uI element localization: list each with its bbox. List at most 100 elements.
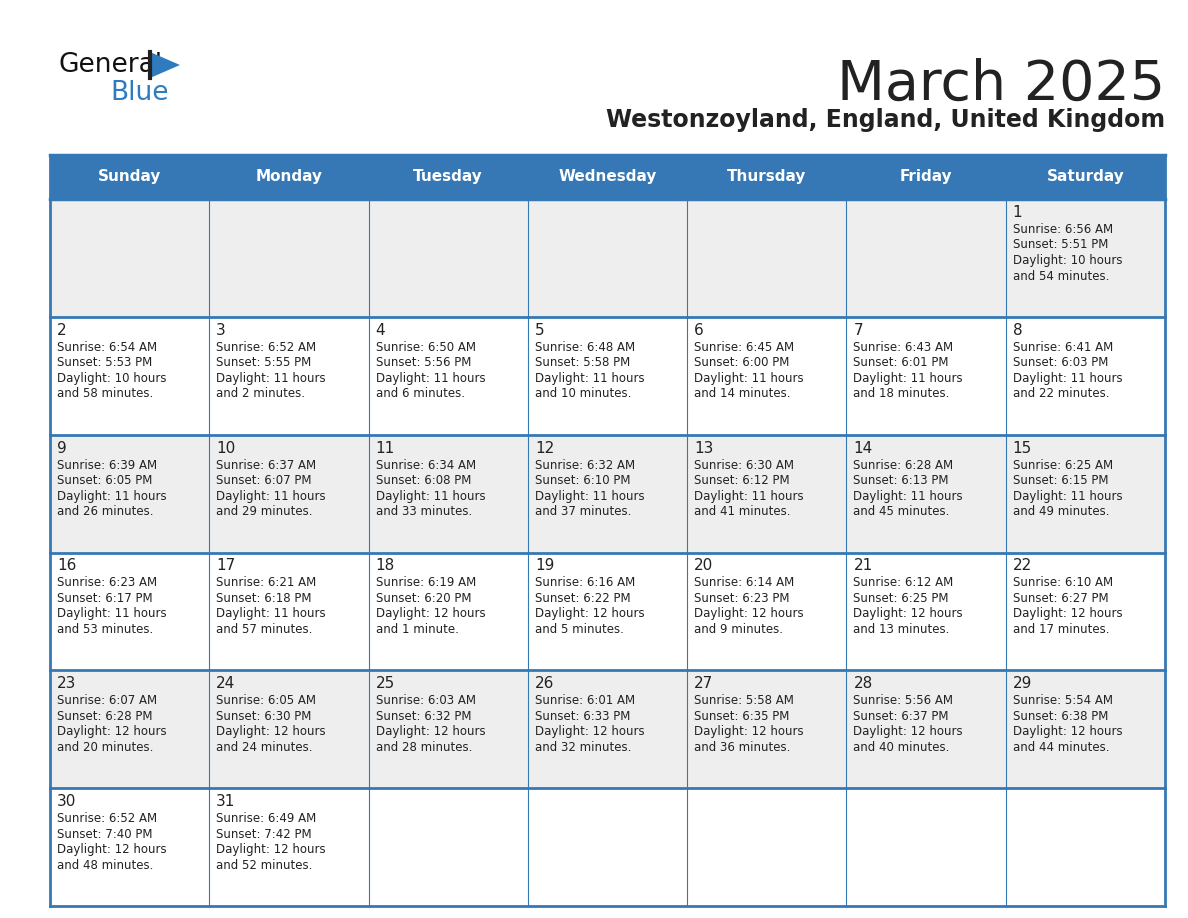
Text: Sunrise: 5:54 AM: Sunrise: 5:54 AM: [1012, 694, 1113, 708]
Text: Daylight: 11 hours: Daylight: 11 hours: [853, 489, 963, 503]
Text: and 41 minutes.: and 41 minutes.: [694, 505, 791, 518]
Bar: [368, 553, 527, 670]
Bar: [846, 317, 1006, 434]
Text: 21: 21: [853, 558, 873, 574]
Text: Westonzoyland, England, United Kingdom: Westonzoyland, England, United Kingdom: [606, 108, 1165, 132]
Bar: [846, 670, 1006, 789]
Text: and 52 minutes.: and 52 minutes.: [216, 858, 312, 872]
Text: Daylight: 11 hours: Daylight: 11 hours: [216, 608, 326, 621]
Text: Sunrise: 6:07 AM: Sunrise: 6:07 AM: [57, 694, 157, 708]
Bar: [527, 199, 687, 317]
Text: and 33 minutes.: and 33 minutes.: [375, 505, 472, 518]
Bar: [209, 553, 368, 670]
Bar: [846, 553, 1006, 670]
Text: Sunset: 5:58 PM: Sunset: 5:58 PM: [535, 356, 630, 369]
Text: Sunset: 6:07 PM: Sunset: 6:07 PM: [216, 475, 311, 487]
Text: Sunset: 5:51 PM: Sunset: 5:51 PM: [1012, 239, 1108, 252]
Text: Sunrise: 6:28 AM: Sunrise: 6:28 AM: [853, 459, 954, 472]
Text: Sunrise: 6:23 AM: Sunrise: 6:23 AM: [57, 577, 157, 589]
Text: Daylight: 11 hours: Daylight: 11 hours: [216, 489, 326, 503]
Text: Daylight: 11 hours: Daylight: 11 hours: [694, 489, 804, 503]
Text: 26: 26: [535, 677, 555, 691]
Text: and 40 minutes.: and 40 minutes.: [853, 741, 949, 754]
Text: Sunset: 6:33 PM: Sunset: 6:33 PM: [535, 710, 630, 722]
Bar: [846, 199, 1006, 317]
Bar: [50, 317, 209, 434]
Text: Thursday: Thursday: [727, 170, 807, 185]
Text: Daylight: 12 hours: Daylight: 12 hours: [535, 608, 644, 621]
Text: Sunset: 6:23 PM: Sunset: 6:23 PM: [694, 592, 790, 605]
Text: 19: 19: [535, 558, 555, 574]
Text: Sunrise: 6:25 AM: Sunrise: 6:25 AM: [1012, 459, 1113, 472]
Text: Daylight: 12 hours: Daylight: 12 hours: [375, 608, 485, 621]
Bar: [687, 199, 846, 317]
Text: Sunset: 6:30 PM: Sunset: 6:30 PM: [216, 710, 311, 722]
Text: Sunrise: 6:03 AM: Sunrise: 6:03 AM: [375, 694, 475, 708]
Text: Sunset: 5:55 PM: Sunset: 5:55 PM: [216, 356, 311, 369]
Text: and 53 minutes.: and 53 minutes.: [57, 623, 153, 636]
Text: and 5 minutes.: and 5 minutes.: [535, 623, 624, 636]
Bar: [687, 317, 846, 434]
Text: Sunrise: 6:30 AM: Sunrise: 6:30 AM: [694, 459, 794, 472]
Text: Sunset: 6:28 PM: Sunset: 6:28 PM: [57, 710, 152, 722]
Text: and 24 minutes.: and 24 minutes.: [216, 741, 312, 754]
Text: Sunset: 6:03 PM: Sunset: 6:03 PM: [1012, 356, 1108, 369]
Text: and 20 minutes.: and 20 minutes.: [57, 741, 153, 754]
Text: 16: 16: [57, 558, 76, 574]
Text: and 54 minutes.: and 54 minutes.: [1012, 270, 1110, 283]
Text: Sunrise: 6:43 AM: Sunrise: 6:43 AM: [853, 341, 954, 353]
Text: March 2025: March 2025: [836, 58, 1165, 112]
Text: Daylight: 11 hours: Daylight: 11 hours: [1012, 372, 1123, 385]
Text: 3: 3: [216, 323, 226, 338]
Text: Daylight: 10 hours: Daylight: 10 hours: [57, 372, 166, 385]
Text: Daylight: 12 hours: Daylight: 12 hours: [216, 725, 326, 738]
Bar: [209, 317, 368, 434]
Text: Daylight: 11 hours: Daylight: 11 hours: [1012, 489, 1123, 503]
Text: 13: 13: [694, 441, 714, 455]
Bar: [368, 199, 527, 317]
Text: Sunset: 6:38 PM: Sunset: 6:38 PM: [1012, 710, 1108, 722]
Text: Daylight: 12 hours: Daylight: 12 hours: [1012, 725, 1123, 738]
Text: and 28 minutes.: and 28 minutes.: [375, 741, 472, 754]
Text: 12: 12: [535, 441, 554, 455]
Text: Sunset: 6:13 PM: Sunset: 6:13 PM: [853, 475, 949, 487]
Bar: [1006, 789, 1165, 906]
Text: Daylight: 12 hours: Daylight: 12 hours: [853, 725, 963, 738]
Text: and 2 minutes.: and 2 minutes.: [216, 387, 305, 400]
Text: Daylight: 11 hours: Daylight: 11 hours: [853, 372, 963, 385]
Text: Sunrise: 6:21 AM: Sunrise: 6:21 AM: [216, 577, 316, 589]
Bar: [209, 434, 368, 553]
Text: Daylight: 11 hours: Daylight: 11 hours: [535, 489, 644, 503]
Text: Sunset: 5:53 PM: Sunset: 5:53 PM: [57, 356, 152, 369]
Text: and 44 minutes.: and 44 minutes.: [1012, 741, 1110, 754]
Bar: [846, 789, 1006, 906]
Text: Daylight: 12 hours: Daylight: 12 hours: [853, 608, 963, 621]
Text: 7: 7: [853, 323, 862, 338]
Text: and 29 minutes.: and 29 minutes.: [216, 505, 312, 518]
Text: Sunrise: 6:52 AM: Sunrise: 6:52 AM: [57, 812, 157, 825]
Text: Sunrise: 6:54 AM: Sunrise: 6:54 AM: [57, 341, 157, 353]
Text: General: General: [58, 52, 162, 78]
Bar: [527, 317, 687, 434]
Bar: [368, 317, 527, 434]
Text: 1: 1: [1012, 205, 1023, 220]
Bar: [50, 553, 209, 670]
Text: Sunrise: 5:58 AM: Sunrise: 5:58 AM: [694, 694, 794, 708]
Text: Sunset: 6:37 PM: Sunset: 6:37 PM: [853, 710, 949, 722]
Text: Sunset: 6:10 PM: Sunset: 6:10 PM: [535, 475, 631, 487]
Text: Sunrise: 6:19 AM: Sunrise: 6:19 AM: [375, 577, 476, 589]
Text: and 48 minutes.: and 48 minutes.: [57, 858, 153, 872]
Text: 5: 5: [535, 323, 544, 338]
Text: 6: 6: [694, 323, 704, 338]
Text: 10: 10: [216, 441, 235, 455]
Bar: [1006, 317, 1165, 434]
Polygon shape: [150, 52, 181, 78]
Text: 2: 2: [57, 323, 67, 338]
Bar: [368, 789, 527, 906]
Text: Sunrise: 6:12 AM: Sunrise: 6:12 AM: [853, 577, 954, 589]
Text: 28: 28: [853, 677, 873, 691]
Bar: [1006, 434, 1165, 553]
Text: Sunrise: 6:01 AM: Sunrise: 6:01 AM: [535, 694, 634, 708]
Text: Sunrise: 6:14 AM: Sunrise: 6:14 AM: [694, 577, 795, 589]
Text: Sunset: 6:32 PM: Sunset: 6:32 PM: [375, 710, 472, 722]
